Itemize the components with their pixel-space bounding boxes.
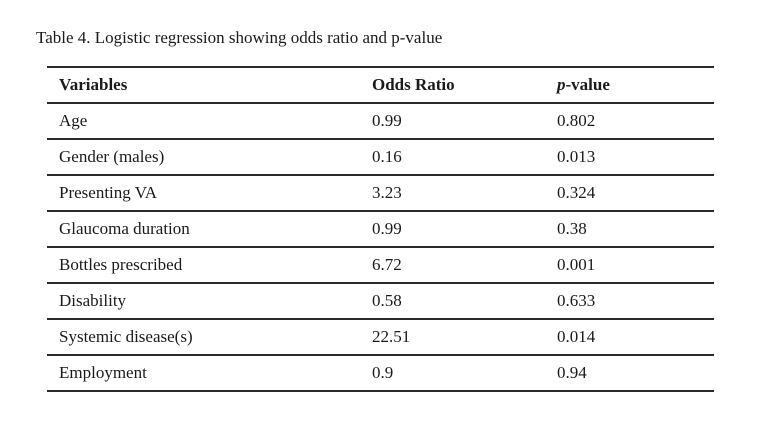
table-caption: Table 4. Logistic regression showing odd… <box>36 28 443 47</box>
cell-p-value: 0.001 <box>545 247 714 284</box>
cell-odds-ratio: 0.58 <box>360 283 545 320</box>
table-row: Gender (males) 0.16 0.013 <box>47 139 714 176</box>
table-row: Bottles prescribed 6.72 0.001 <box>47 247 714 284</box>
cell-odds-ratio: 0.99 <box>360 103 545 140</box>
cell-odds-ratio: 22.51 <box>360 319 545 356</box>
cell-variable: Glaucoma duration <box>47 211 360 248</box>
cell-odds-ratio: 0.9 <box>360 355 545 392</box>
cell-variable: Presenting VA <box>47 175 360 212</box>
cell-odds-ratio: 6.72 <box>360 247 545 284</box>
cell-odds-ratio: 0.16 <box>360 139 545 176</box>
cell-p-value: 0.802 <box>545 103 714 140</box>
cell-variable: Systemic disease(s) <box>47 319 360 356</box>
header-variables: Variables <box>47 67 360 104</box>
table-row: Disability 0.58 0.633 <box>47 283 714 320</box>
logistic-regression-table: Variables Odds Ratio p-value Age 0.99 0.… <box>47 66 714 392</box>
header-p-value-rest-part: -value <box>565 75 610 94</box>
cell-odds-ratio: 0.99 <box>360 211 545 248</box>
cell-p-value: 0.014 <box>545 319 714 356</box>
table-row: Presenting VA 3.23 0.324 <box>47 175 714 212</box>
cell-odds-ratio: 3.23 <box>360 175 545 212</box>
table-row: Glaucoma duration 0.99 0.38 <box>47 211 714 248</box>
cell-p-value: 0.013 <box>545 139 714 176</box>
cell-variable: Bottles prescribed <box>47 247 360 284</box>
cell-p-value: 0.94 <box>545 355 714 392</box>
table-header-row: Variables Odds Ratio p-value <box>47 67 714 104</box>
cell-variable: Age <box>47 103 360 140</box>
header-p-value-italic-part: p <box>557 75 566 94</box>
table-row: Age 0.99 0.802 <box>47 103 714 140</box>
header-p-value: p-value <box>545 67 714 104</box>
table-row: Employment 0.9 0.94 <box>47 355 714 392</box>
cell-variable: Employment <box>47 355 360 392</box>
cell-p-value: 0.38 <box>545 211 714 248</box>
table-row: Systemic disease(s) 22.51 0.014 <box>47 319 714 356</box>
cell-variable: Gender (males) <box>47 139 360 176</box>
cell-p-value: 0.633 <box>545 283 714 320</box>
cell-variable: Disability <box>47 283 360 320</box>
header-odds-ratio: Odds Ratio <box>360 67 545 104</box>
cell-p-value: 0.324 <box>545 175 714 212</box>
